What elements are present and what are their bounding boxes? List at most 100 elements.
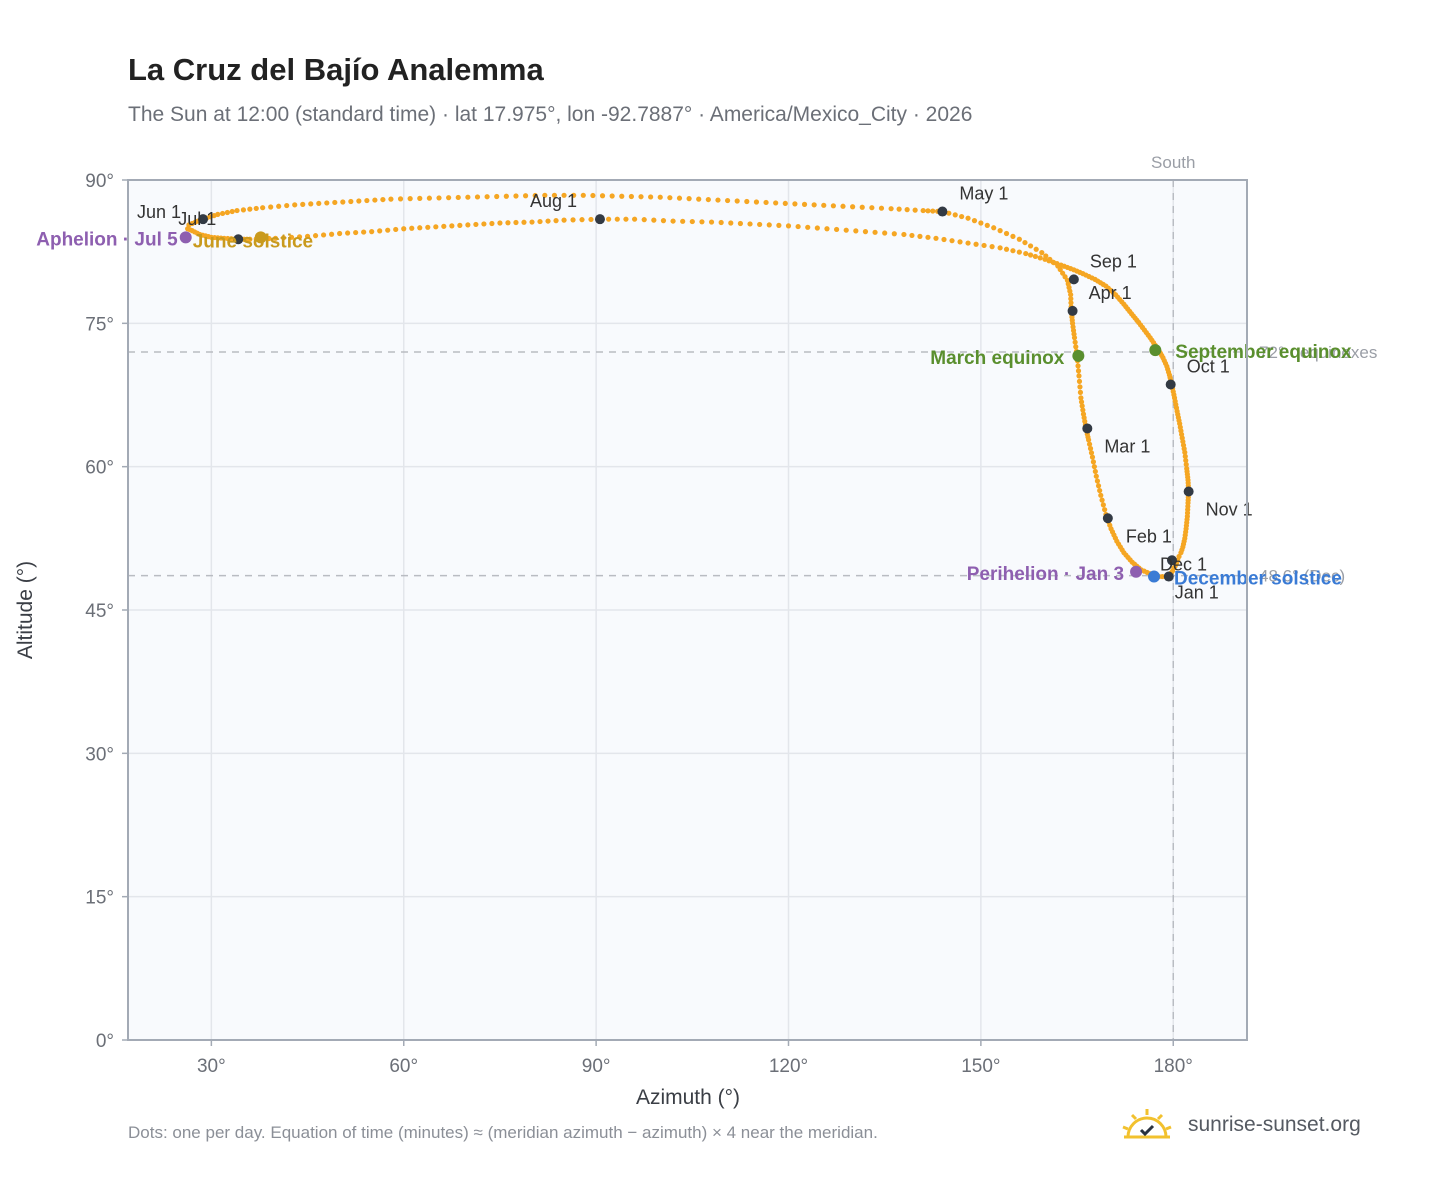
- day-dot: [571, 192, 577, 198]
- day-dot: [757, 221, 763, 228]
- day-dot: [1051, 260, 1057, 266]
- day-dot: [505, 220, 511, 226]
- day-dot: [747, 221, 753, 227]
- day-dot: [814, 225, 820, 231]
- day-dot: [457, 222, 463, 228]
- day-dot: [648, 194, 654, 200]
- day-dot: [580, 192, 586, 198]
- day-dot: [521, 219, 527, 225]
- day-dot: [628, 193, 634, 200]
- event-marker: [254, 231, 267, 244]
- day-dot: [292, 202, 298, 208]
- x-tick-label: 90°: [582, 1056, 611, 1077]
- day-dot: [484, 194, 490, 200]
- day-dot: [891, 231, 897, 237]
- day-dot: [667, 195, 673, 201]
- day-dot: [348, 198, 354, 205]
- day-dot: [1092, 468, 1098, 475]
- day-dot: [997, 245, 1003, 251]
- day-dot: [705, 196, 711, 203]
- day-dot: [1080, 407, 1086, 413]
- day-dot: [888, 206, 894, 212]
- day-dot: [734, 198, 740, 204]
- day-dot: [1068, 292, 1074, 298]
- day-dot: [801, 201, 808, 207]
- day-dot: [268, 204, 274, 210]
- day-dot: [1037, 255, 1043, 261]
- day-dot: [397, 196, 404, 202]
- day-dot: [272, 235, 279, 241]
- day-dot: [1089, 454, 1096, 460]
- day-dot: [329, 231, 335, 237]
- day-dot: [570, 217, 576, 223]
- day-dot: [537, 218, 543, 225]
- day-dot: [728, 220, 734, 226]
- day-dot: [474, 194, 481, 200]
- y-tick-label: 60°: [85, 458, 114, 479]
- day-dot: [219, 210, 226, 217]
- month-label: Oct 1: [1187, 356, 1230, 376]
- day-dot: [1087, 445, 1094, 452]
- day-dot: [795, 223, 801, 230]
- day-dot: [1093, 473, 1099, 479]
- y-tick-label: 0°: [96, 1031, 114, 1052]
- month-marker: [937, 206, 948, 217]
- day-dot: [699, 219, 705, 225]
- day-dot: [1097, 487, 1103, 494]
- x-axis-label: Azimuth (°): [636, 1086, 740, 1109]
- day-dot: [1078, 399, 1085, 405]
- day-dot: [215, 211, 221, 217]
- day-dot: [1022, 239, 1028, 246]
- day-dot: [1032, 253, 1038, 260]
- day-dot: [433, 224, 439, 230]
- day-dot: [1088, 450, 1095, 456]
- day-dot: [737, 220, 744, 227]
- x-tick-label: 60°: [389, 1056, 418, 1077]
- day-dot: [260, 205, 266, 211]
- day-dot: [949, 238, 955, 244]
- day-dot: [638, 194, 644, 200]
- day-dot: [862, 229, 869, 235]
- event-marker: [1148, 570, 1161, 583]
- day-dot: [345, 230, 351, 236]
- day-dot: [909, 232, 915, 239]
- event-markers: March equinox September equinox December s…: [36, 229, 1352, 589]
- day-dot: [316, 200, 322, 207]
- month-label: Jun 1: [137, 202, 181, 222]
- day-dot: [1039, 250, 1045, 256]
- event-label: June solstice: [193, 231, 313, 252]
- day-dot: [1075, 363, 1081, 369]
- day-dot: [599, 193, 606, 199]
- month-marker: [1082, 423, 1093, 434]
- day-dot: [377, 228, 383, 234]
- day-dot: [792, 201, 798, 207]
- day-dot: [1079, 403, 1085, 409]
- day-dot: [606, 216, 612, 222]
- day-dot: [1016, 236, 1022, 242]
- y-tick-label: 30°: [85, 744, 114, 765]
- sun-logo-icon: [1122, 1109, 1172, 1139]
- month-label: May 1: [959, 184, 1008, 204]
- day-dot: [426, 195, 432, 201]
- day-dot: [824, 226, 830, 232]
- day-dot: [1047, 256, 1053, 262]
- day-dot: [670, 218, 676, 224]
- day-dot: [361, 229, 367, 235]
- brand-logo[interactable]: sunrise-sunset.org: [1120, 1103, 1361, 1147]
- chart-title: La Cruz del Bajío Analemma: [128, 52, 544, 87]
- day-dot: [1076, 378, 1083, 384]
- day-dot: [288, 234, 295, 240]
- day-dot: [545, 218, 551, 224]
- day-dot: [872, 229, 878, 235]
- day-dot: [917, 233, 923, 239]
- day-dot: [1090, 459, 1097, 465]
- day-dot: [449, 223, 455, 229]
- day-dot: [266, 235, 272, 242]
- day-dot: [353, 229, 359, 236]
- month-marker: [594, 214, 605, 225]
- day-dot: [588, 216, 594, 223]
- y-tick-label: 90°: [85, 171, 114, 192]
- day-dot: [1095, 483, 1102, 489]
- day-dot: [1102, 507, 1108, 513]
- event-marker: [1149, 344, 1162, 357]
